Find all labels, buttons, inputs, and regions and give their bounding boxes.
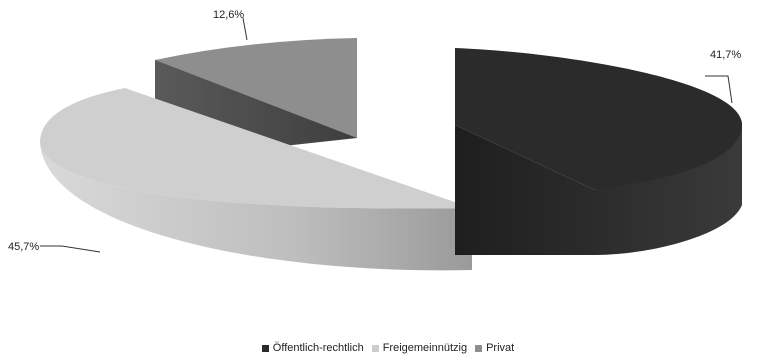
leader-line-oeffentlich bbox=[705, 75, 733, 104]
slice-freigemeinnuetzig bbox=[40, 88, 472, 271]
slice-freigemeinnuetzig-top bbox=[40, 88, 472, 209]
chart-legend: Öffentlich-rechtlich Freigemeinnützig Pr… bbox=[0, 342, 776, 354]
slice-privat-top bbox=[155, 38, 357, 138]
legend-item-privat: Privat bbox=[475, 342, 514, 354]
legend-label-oeffentlich: Öffentlich-rechtlich bbox=[272, 342, 364, 354]
data-label-privat: 12,6% bbox=[213, 9, 244, 21]
slice-oeffentlich-rechtlich-top bbox=[455, 48, 742, 190]
slice-oeffentlich-rechtlich-side bbox=[455, 120, 742, 255]
leader-line-freigemeinnuetzig bbox=[40, 245, 101, 253]
legend-item-oeffentlich: Öffentlich-rechtlich bbox=[261, 342, 364, 354]
data-label-freigemeinnuetzig: 45,7% bbox=[8, 241, 39, 253]
slice-freigemeinnuetzig-side bbox=[40, 142, 472, 271]
legend-swatch-oeffentlich bbox=[261, 344, 269, 352]
legend-label-freigemeinnuetzig: Freigemeinnützig bbox=[382, 342, 468, 354]
legend-item-freigemeinnuetzig: Freigemeinnützig bbox=[371, 342, 468, 354]
legend-swatch-privat bbox=[475, 344, 483, 352]
legend-label-privat: Privat bbox=[486, 342, 515, 354]
slice-oeffentlich-rechtlich bbox=[455, 48, 742, 255]
legend-swatch-freigemeinnuetzig bbox=[371, 344, 379, 352]
data-label-oeffentlich: 41,7% bbox=[710, 49, 741, 61]
leader-line-privat bbox=[242, 17, 248, 41]
